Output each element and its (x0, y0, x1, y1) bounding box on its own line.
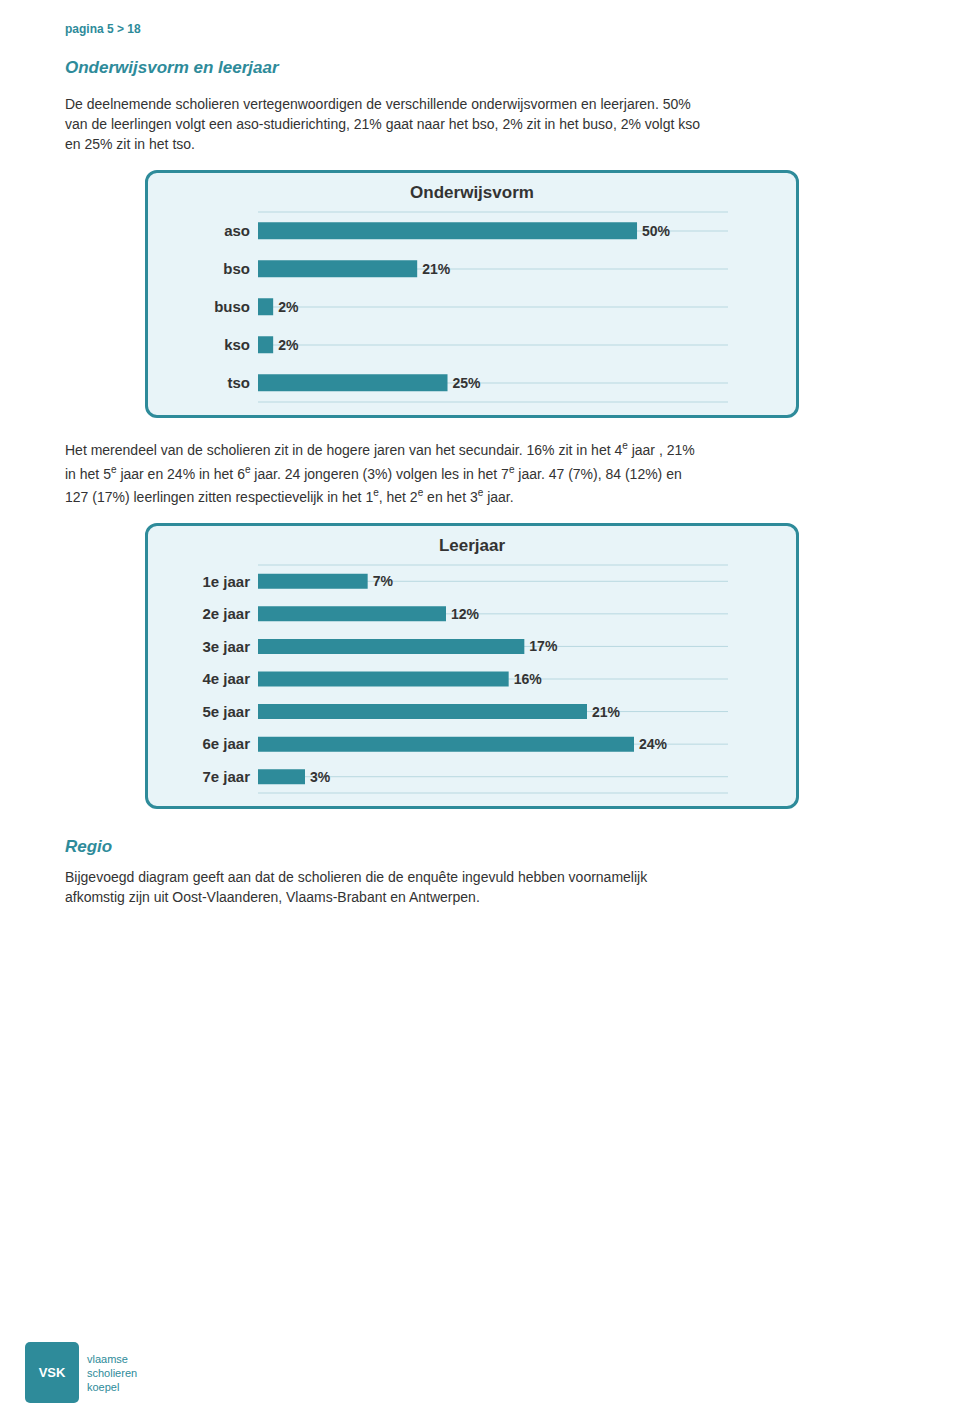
html-text:Het merendeel van de scholiere: Het merendeel van de scholieren zit in d… (65, 440, 695, 458)
svg-text:12%: 12% (451, 606, 480, 622)
svg-text:5e jaar: 5e jaar (202, 703, 250, 720)
svg-text:tso: tso (228, 374, 251, 391)
svg-text:kso: kso (224, 336, 250, 353)
html-text:scholieren: scholieren (87, 1367, 138, 1379)
svg-text:50%: 50% (642, 223, 671, 239)
html-text:koepel: koepel (87, 1381, 120, 1393)
svg-text:bso: bso (223, 260, 250, 277)
html-text:van de leerlingen volgt een as: van de leerlingen volgt een aso-studieri… (65, 116, 701, 132)
svg-text:2%: 2% (278, 299, 299, 315)
html-text:Bijgevoegd diagram geeft aan d: Bijgevoegd diagram geeft aan dat de scho… (65, 869, 648, 885)
svg-text:6e jaar: 6e jaar (202, 735, 250, 752)
svg-text:21%: 21% (422, 261, 451, 277)
html-text:127 (17%) leerlingen zitten re: 127 (17%) leerlingen zitten respectievel… (65, 487, 514, 505)
html-text:pagina 5 > 18: pagina 5 > 18 (65, 22, 141, 36)
html-text:Regio: Regio (65, 837, 113, 856)
svg-text:4e jaar: 4e jaar (202, 670, 250, 687)
svg-text:3%: 3% (310, 769, 331, 785)
html-text:in het 5ejaar en 24% in het 6e: in het 5ejaar en 24% in het 6ejaar. 24 j… (65, 463, 682, 482)
svg-text:24%: 24% (639, 736, 668, 752)
svg-text:2e jaar: 2e jaar (202, 605, 250, 622)
html-text:vlaamse: vlaamse (87, 1353, 128, 1365)
svg-text:buso: buso (214, 298, 250, 315)
html-text:VSK: VSK (38, 1365, 66, 1380)
svg-text:aso: aso (224, 222, 250, 239)
svg-text:16%: 16% (514, 671, 543, 687)
svg-text:3e jaar: 3e jaar (202, 638, 250, 655)
html-text:en 25% zit in het tso.: en 25% zit in het tso. (65, 136, 195, 152)
svg-text:25%: 25% (453, 375, 482, 391)
svg-text:1e jaar: 1e jaar (202, 573, 250, 590)
svg-text:21%: 21% (592, 704, 621, 720)
svg-text:2%: 2% (278, 337, 299, 353)
svg-text:7e jaar: 7e jaar (202, 768, 250, 785)
svg-text:7%: 7% (373, 573, 394, 589)
html-text:De deelnemende scholieren vert: De deelnemende scholieren vertegenwoordi… (65, 96, 691, 112)
html-text:Onderwijsvorm en leerjaar: Onderwijsvorm en leerjaar (65, 58, 279, 77)
html-text:Leerjaar: Leerjaar (438, 536, 506, 555)
html-text:Onderwijsvorm: Onderwijsvorm (410, 183, 534, 202)
html-text:afkomstig zijn uit Oost-Vlaand: afkomstig zijn uit Oost-Vlaanderen, Vlaa… (65, 889, 480, 905)
svg-text:17%: 17% (529, 638, 558, 654)
